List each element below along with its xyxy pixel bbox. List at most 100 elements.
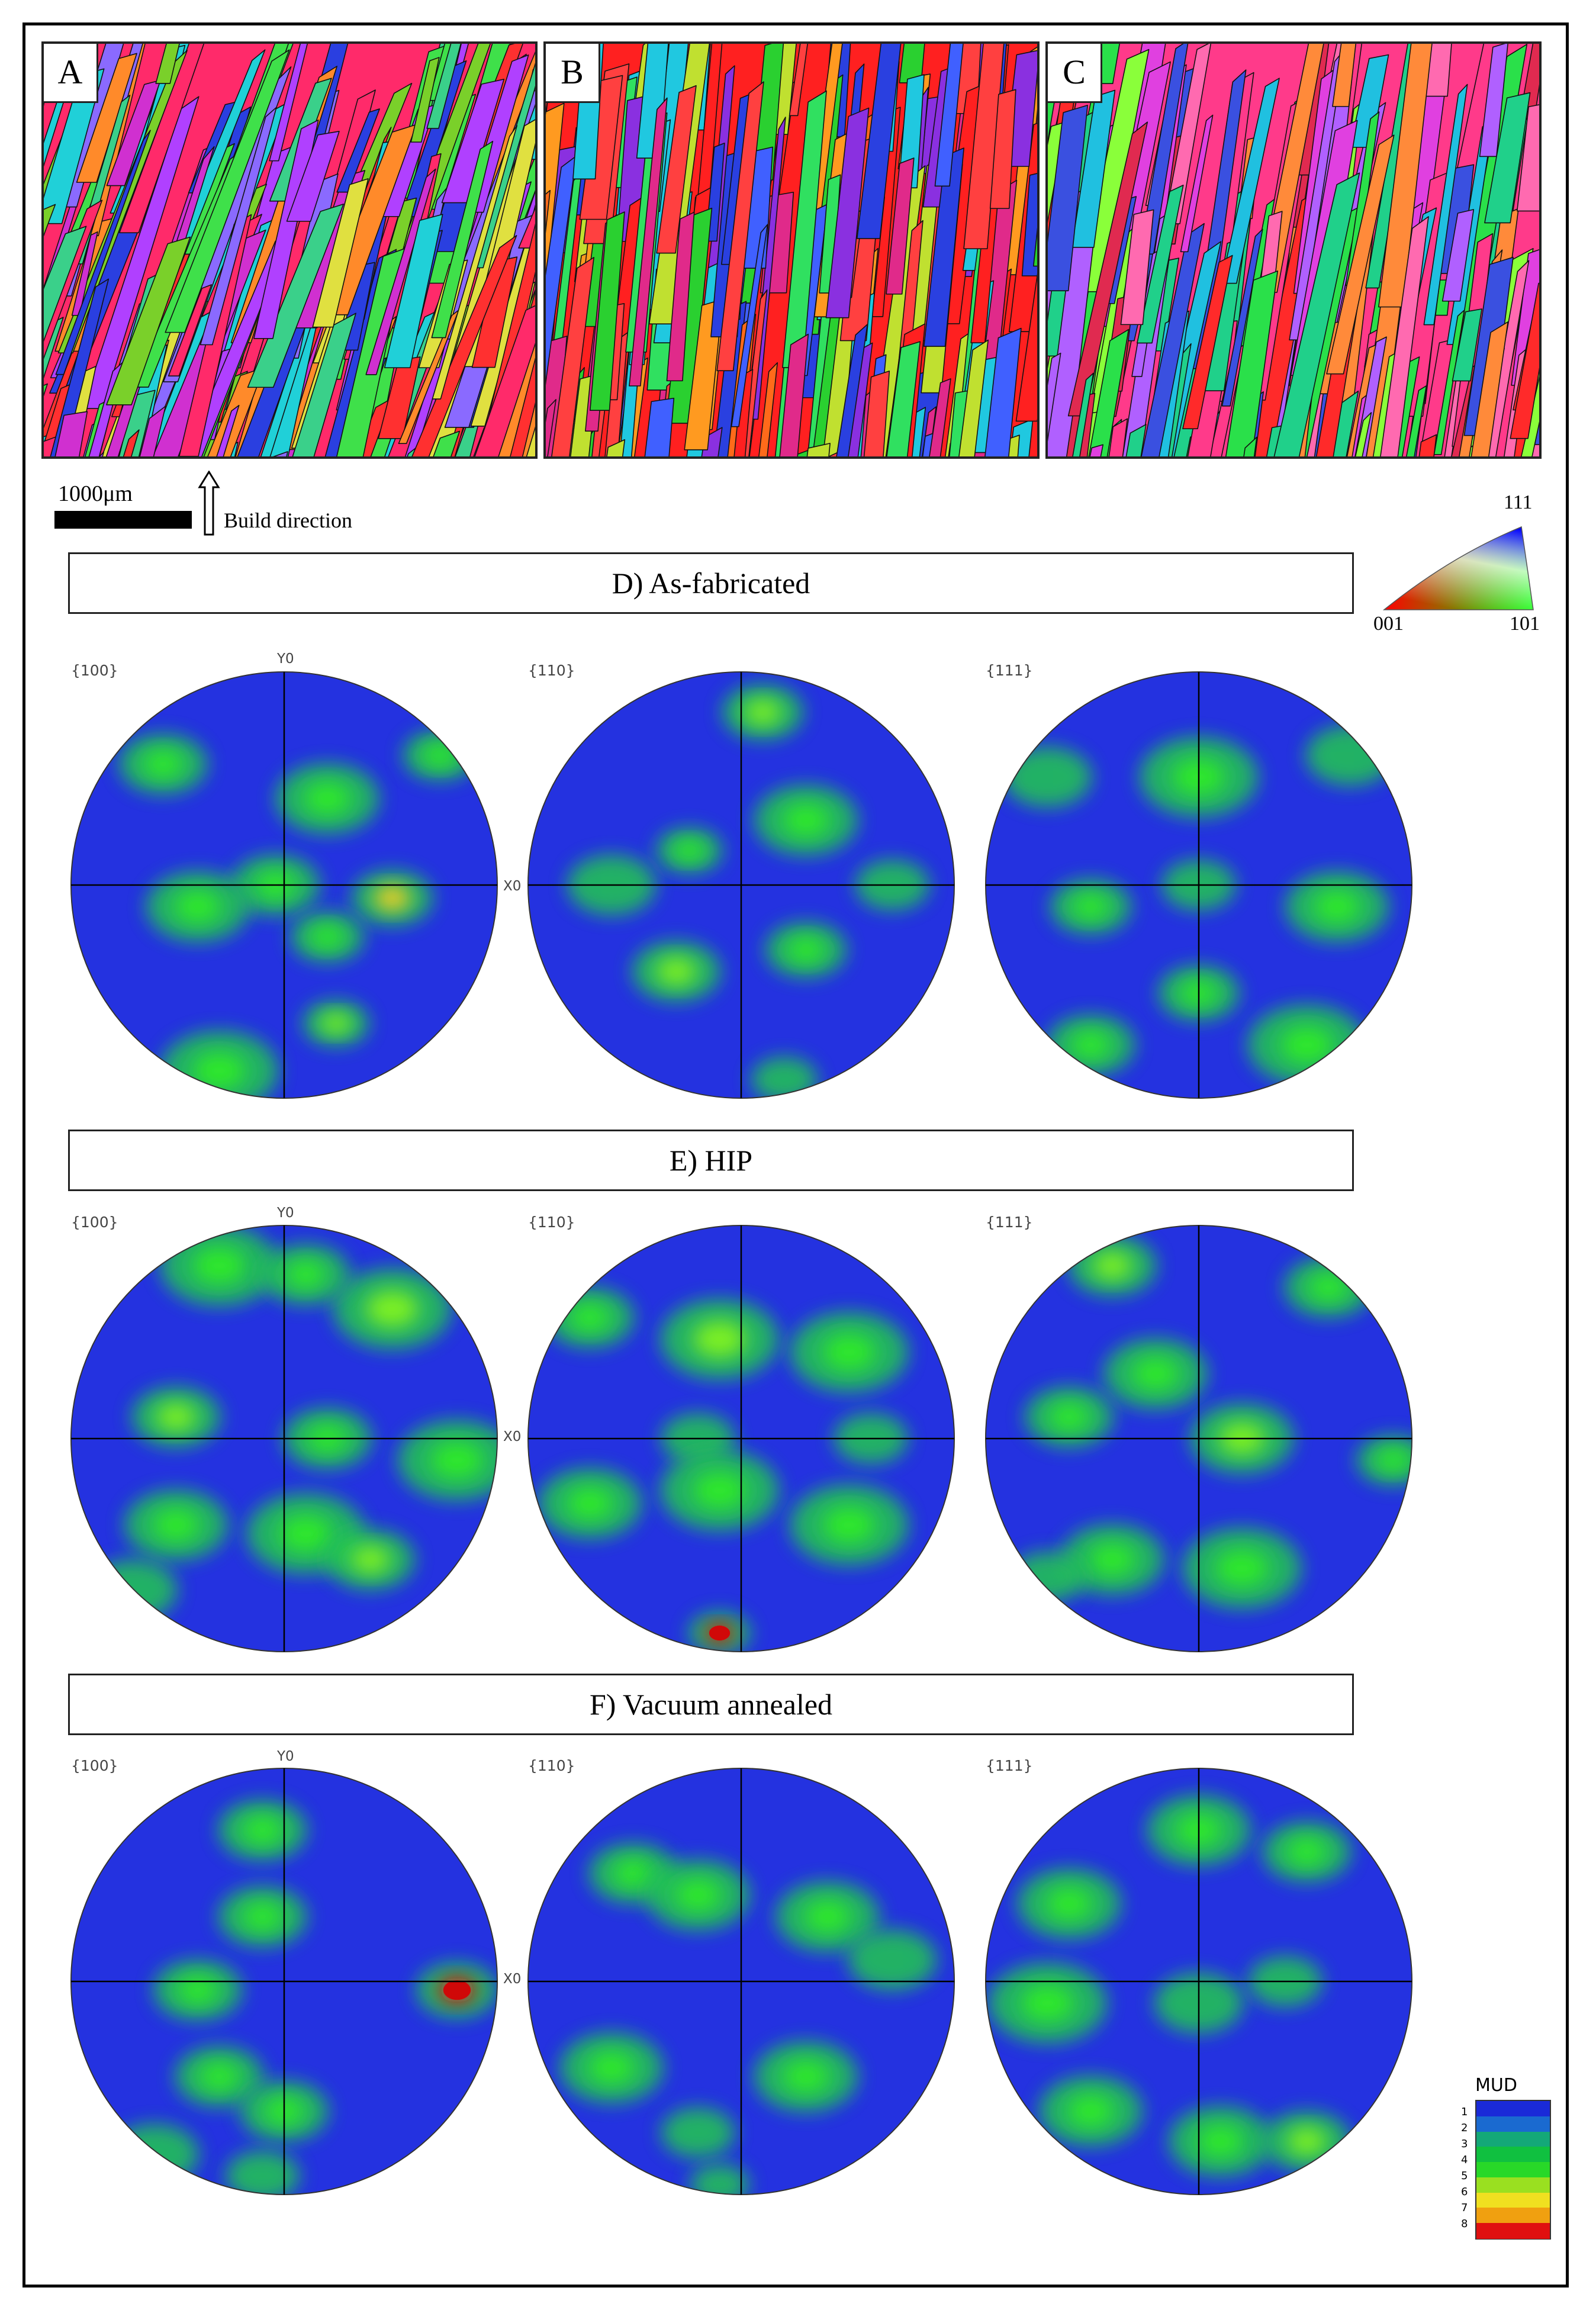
pf-label-vacuum-100: {100} [71,1757,118,1774]
pole-density-max [709,1625,731,1641]
mud-tick-label: 3 [1461,2138,1468,2150]
grain [1225,270,1279,456]
grain [1072,372,1094,456]
pole-density-peak [588,2052,635,2084]
grain [1137,184,1184,344]
grain [644,397,675,456]
pole-density-peak [613,1859,653,1887]
grain [526,426,535,456]
pole-density-peak [1280,1027,1333,1063]
grain [71,231,98,316]
grain [1354,412,1372,456]
pole-density-peak [823,1507,876,1543]
pole-density-spot [1011,1552,1085,1603]
pole-figure-vacuum-annealed-100 [68,1765,500,2198]
grain [292,313,356,456]
pole-density-peak [674,840,704,861]
pf-y-axis-label-row-2: Y0 [277,1205,294,1221]
grain [510,357,535,456]
pole-figure-vacuum-annealed-110 [525,1765,957,2198]
section-title-as-fabricated: D) As-fabricated [68,552,1354,614]
grain [819,174,841,294]
pf-x-axis-label-row-3: X0 [503,1971,522,1987]
pole-density-peak [423,744,456,767]
grain [546,189,551,234]
grain [478,223,535,456]
ipf-triangle [1382,526,1534,610]
pole-density-peak [805,1900,851,1933]
grain [272,451,288,456]
pole-density-peak [1073,894,1109,919]
mud-color-band [1476,2208,1550,2224]
pole-density-peak [693,1321,746,1357]
ebsd-map-b-image [546,44,1037,456]
grain [963,44,1005,249]
mud-color-band [1476,2131,1550,2148]
pole-density-peak [1089,1543,1135,1575]
pole-density-max [443,1980,471,2000]
pole-density-peak [1021,1985,1074,2021]
grain [551,256,595,456]
grain [55,130,151,375]
scale-bar-label: 1000μm [58,481,133,506]
grain [589,211,625,411]
pf-y-axis-label-row-3: Y0 [277,1749,294,1764]
grain [984,327,1022,456]
pole-density-peak [823,1334,876,1370]
grain [1273,172,1360,456]
grain [1479,44,1508,157]
grain [253,119,319,339]
grain [426,44,462,129]
grain [886,157,915,295]
grain [1088,329,1130,456]
grain [1180,114,1214,253]
pole-density-peak [199,2063,239,2090]
pole-density-peak [1093,1252,1132,1279]
grain [666,211,695,382]
pole-density-peak [311,925,344,948]
pole-density-peak [1198,2125,1243,2157]
grain [247,204,345,388]
pole-figure-as-fabricated-100 [68,669,500,1101]
pole-density-peak [153,1509,199,1541]
pole-density-peak [193,1053,246,1089]
grain [1120,209,1154,326]
pf-label-hip-111: {111} [986,1214,1033,1231]
grain [546,399,556,456]
grain [1089,444,1103,456]
grain [886,341,921,456]
grain [99,451,105,456]
pole-density-peak [567,1487,613,1520]
grain [44,226,87,342]
grain [1378,44,1433,308]
grain [606,439,626,456]
mud-tick-label: 2 [1461,2122,1468,2134]
grain [286,131,340,222]
scale-bar [54,511,192,529]
ebsd-map-c-image [1048,44,1539,456]
grain [1021,173,1037,276]
grain [44,204,56,237]
pole-density-spot [661,2108,735,2158]
grain [139,406,166,456]
grain [958,339,989,456]
pole-density-peak [1287,1838,1327,1865]
grain [836,324,868,456]
pole-density-peak [1309,1273,1348,1301]
grain [1423,83,1468,326]
grain [44,317,64,379]
pf-label-hip-100: {100} [71,1214,118,1231]
pole-density-peak [783,804,829,837]
grain [474,305,535,456]
grain [1108,418,1128,456]
panel-letter-a: A [44,44,98,103]
ipf-color-key: 111 001 101 [1373,491,1551,639]
grain [1330,390,1359,456]
pole-density-spot [226,2151,300,2195]
grain [76,53,137,183]
pole-density-spot [848,1929,937,1990]
pole-figure-hip-111 [983,1222,1415,1655]
grain [216,404,240,456]
grain [806,443,831,456]
grain [1510,282,1539,439]
